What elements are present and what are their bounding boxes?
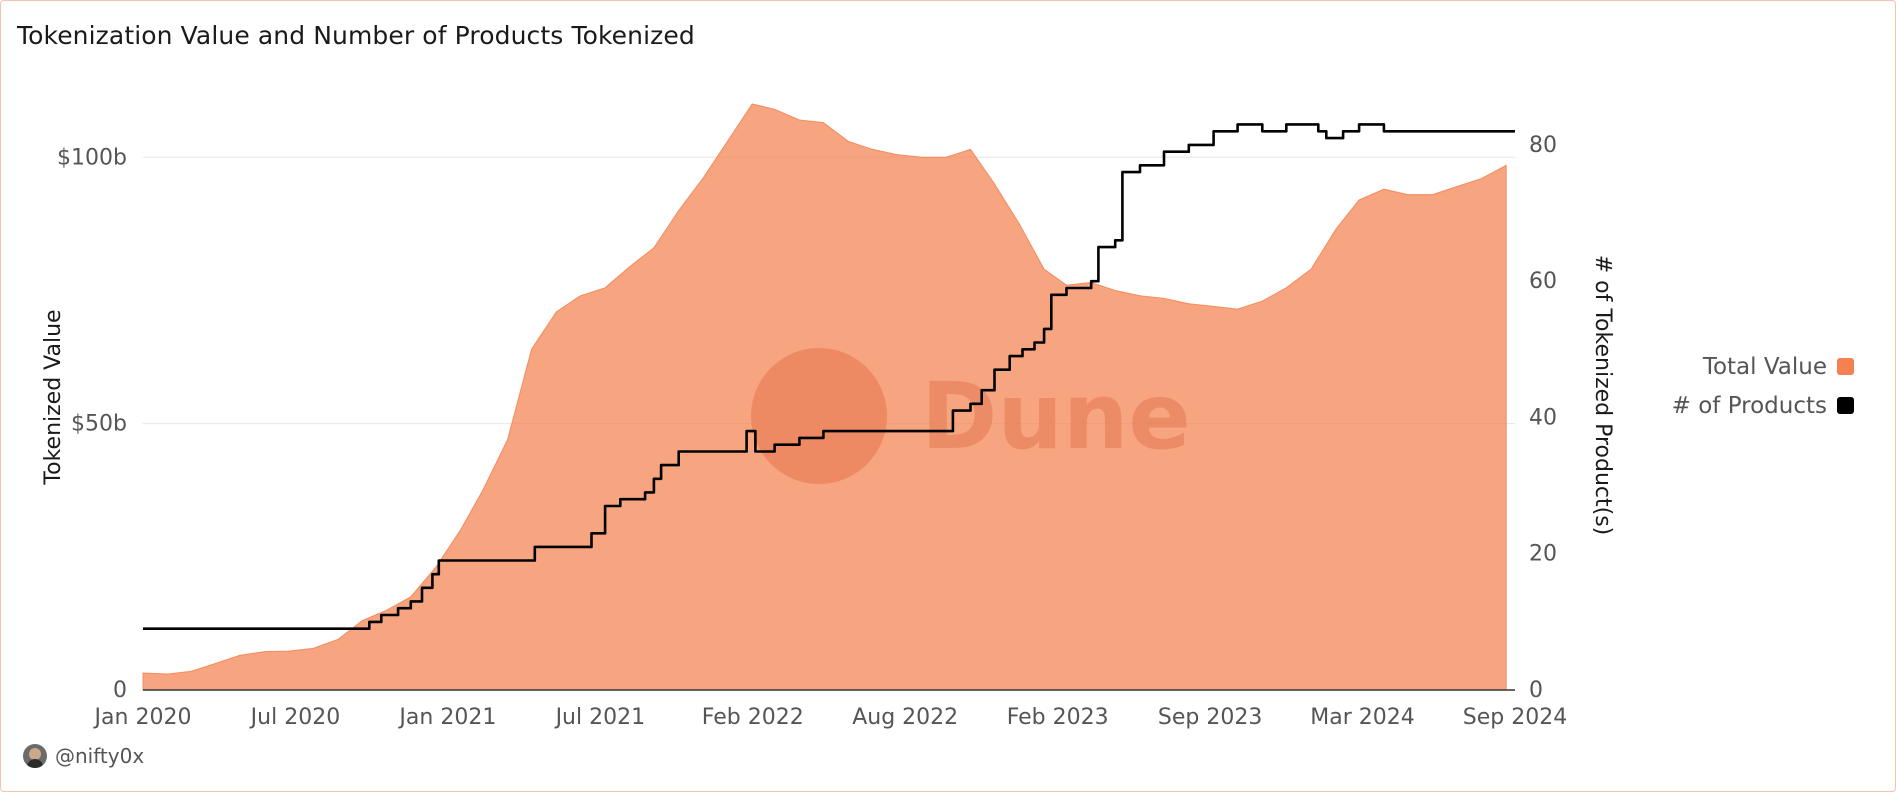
y-tick-label: 0 — [113, 678, 127, 703]
y2-axis-ticks: 0 20 40 60 80 — [1529, 133, 1557, 703]
x-tick-label: Jul 2021 — [554, 705, 646, 730]
legend: Total Value # of Products — [1672, 354, 1854, 419]
y-tick-label: $100b — [57, 145, 127, 170]
legend-label-products: # of Products — [1672, 393, 1827, 419]
y-tick-label: $50b — [71, 412, 127, 437]
x-tick-label: Aug 2022 — [852, 705, 958, 730]
line-products — [143, 123, 1515, 630]
legend-item-products[interactable]: # of Products — [1672, 393, 1854, 419]
x-tick-label: Sep 2023 — [1158, 705, 1262, 730]
x-tick-label: Jan 2021 — [397, 705, 496, 730]
watermark-text: Dune — [921, 363, 1191, 470]
x-tick-label: Jul 2020 — [249, 705, 341, 730]
legend-swatch-products — [1837, 397, 1854, 414]
x-tick-label: Feb 2023 — [1007, 705, 1109, 730]
line-series — [143, 123, 1515, 630]
y2-tick-label: 80 — [1529, 133, 1557, 158]
author-handle: @nifty0x — [55, 744, 145, 768]
x-tick-label: Mar 2024 — [1310, 705, 1415, 730]
legend-label-total-value: Total Value — [1702, 354, 1827, 380]
y2-tick-label: 40 — [1529, 405, 1557, 430]
chart-title: Tokenization Value and Number of Product… — [17, 21, 695, 50]
x-tick-label: Feb 2022 — [702, 705, 804, 730]
x-axis-ticks: Jan 2020 Jul 2020 Jan 2021 Jul 2021 Feb 2022… — [93, 705, 1568, 730]
avatar — [23, 744, 47, 768]
x-tick-label: Sep 2024 — [1463, 705, 1567, 730]
author-credit[interactable]: @nifty0x — [23, 742, 144, 770]
watermark: Dune — [751, 348, 1191, 484]
legend-swatch-total-value — [1837, 358, 1854, 375]
y2-tick-label: 60 — [1529, 269, 1557, 294]
y2-axis-title: # of Tokenized Product(s) — [1590, 255, 1615, 536]
y-axis-title: Tokenized Value — [41, 309, 66, 485]
y2-tick-label: 20 — [1529, 542, 1557, 567]
x-tick-label: Jan 2020 — [93, 705, 192, 730]
y2-tick-label: 0 — [1529, 678, 1543, 703]
legend-item-total-value[interactable]: Total Value — [1702, 354, 1854, 380]
y-axis-ticks: 0 $50b $100b — [57, 145, 127, 703]
watermark-logo-icon — [751, 348, 887, 484]
